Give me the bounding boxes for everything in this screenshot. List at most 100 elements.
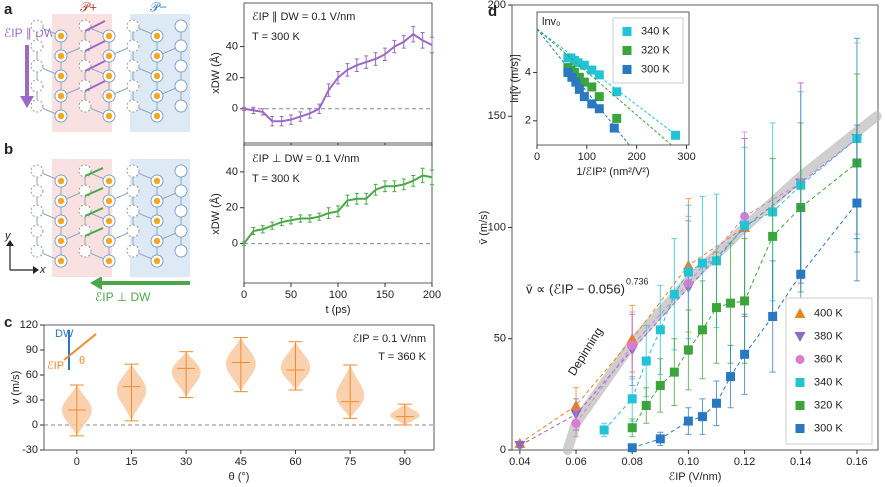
atom-site	[126, 164, 140, 178]
fit-label: v̄ ∝ (ℰIP − 0.056)	[526, 281, 625, 296]
icon-label: θ	[79, 355, 85, 367]
marker	[655, 434, 665, 444]
icon-label: DW	[55, 328, 74, 340]
atom	[105, 177, 113, 185]
x-axis-label: θ (°)	[229, 471, 250, 483]
atom	[105, 32, 113, 40]
atom-site	[126, 184, 140, 198]
legend-label: 340 K	[641, 25, 670, 37]
atom	[57, 32, 65, 40]
legend-box	[785, 297, 873, 445]
axis-y-label: y	[4, 230, 12, 242]
atom	[153, 92, 161, 100]
legend-label: 300 K	[814, 422, 843, 434]
marker	[514, 441, 526, 452]
annotation: T = 300 K	[252, 173, 300, 185]
marker	[612, 113, 622, 123]
error-cap	[411, 174, 416, 187]
y-tick-label: 100	[488, 221, 506, 233]
atom-site	[126, 224, 140, 238]
atom	[57, 237, 65, 245]
marker	[655, 325, 665, 335]
marker	[587, 65, 597, 75]
error-cap	[279, 116, 284, 127]
x-tick-label: 0.10	[678, 456, 699, 468]
x-tick-label: 45	[235, 456, 247, 468]
y-axis-label: ln[v̄ (m/s)]	[509, 54, 521, 102]
y-tick-label: 200	[488, 0, 506, 11]
error-cap	[336, 205, 340, 218]
marker	[852, 198, 862, 208]
displacement-arrow	[84, 40, 106, 52]
y-tick-label: 0	[500, 444, 506, 456]
x-tick-label: 0	[241, 289, 247, 301]
marker	[796, 269, 806, 279]
atom	[105, 237, 113, 245]
marker	[726, 372, 736, 382]
legend-marker	[622, 65, 632, 74]
y-tick-label: 90	[26, 344, 38, 356]
y-tick-label: 0	[32, 419, 38, 431]
annotation: T = 360 K	[378, 351, 426, 363]
error-cap	[298, 214, 303, 223]
atom	[57, 217, 65, 225]
atom-site	[174, 99, 188, 113]
x-tick-label: 200	[627, 151, 645, 163]
legend-marker	[795, 355, 805, 364]
error-cap	[392, 39, 397, 54]
marker	[609, 123, 619, 133]
atom-site	[174, 204, 188, 218]
lattice	[30, 14, 190, 277]
x-tick-label: 0	[74, 456, 80, 468]
marker	[573, 58, 583, 68]
y-tick-label: -30	[22, 444, 38, 456]
error-cap	[336, 70, 340, 85]
legend-marker	[795, 401, 805, 410]
atom	[153, 197, 161, 205]
error-cap	[392, 180, 397, 193]
atom-site	[174, 184, 188, 198]
legend-label: 340 K	[814, 376, 843, 388]
error-cap	[420, 167, 425, 184]
annotation: T = 300 K	[252, 31, 300, 43]
error-cap	[270, 221, 275, 230]
x-tick-label: 50	[285, 289, 297, 301]
error-cap	[354, 58, 359, 72]
atom	[105, 217, 113, 225]
panel-label: a	[4, 1, 13, 18]
atom-site	[30, 39, 44, 53]
marker	[740, 220, 750, 230]
error-cap	[345, 63, 350, 77]
marker	[655, 380, 665, 390]
annotation: lnv₀	[542, 16, 561, 28]
marker	[571, 418, 581, 428]
y-tick-label: 0	[232, 237, 238, 249]
p-minus: 𝒫−	[150, 0, 167, 14]
error-cap	[251, 106, 256, 114]
marker	[627, 340, 637, 350]
atom	[153, 112, 161, 120]
marker	[579, 77, 589, 87]
marker	[579, 92, 589, 102]
x-tick-label: 0.14	[790, 456, 811, 468]
marker	[683, 345, 693, 355]
marker	[587, 82, 597, 92]
error-cap	[373, 52, 378, 66]
x-tick-label: 60	[289, 456, 301, 468]
error-cap	[260, 108, 265, 116]
y-tick-label: 50	[494, 333, 506, 345]
annotation: ℰIP = 0.1 V/nm	[353, 333, 426, 345]
atom	[153, 72, 161, 80]
error-cap	[260, 225, 265, 234]
x-tick-label: 0.16	[846, 456, 867, 468]
atom	[153, 257, 161, 265]
connector	[632, 202, 858, 449]
error-cap	[430, 169, 434, 185]
error-cap	[364, 192, 369, 205]
error-cap	[270, 116, 275, 127]
atom-site	[174, 79, 188, 93]
atom	[57, 197, 65, 205]
atom-site	[78, 99, 92, 113]
legend-label: 320 K	[641, 44, 670, 56]
